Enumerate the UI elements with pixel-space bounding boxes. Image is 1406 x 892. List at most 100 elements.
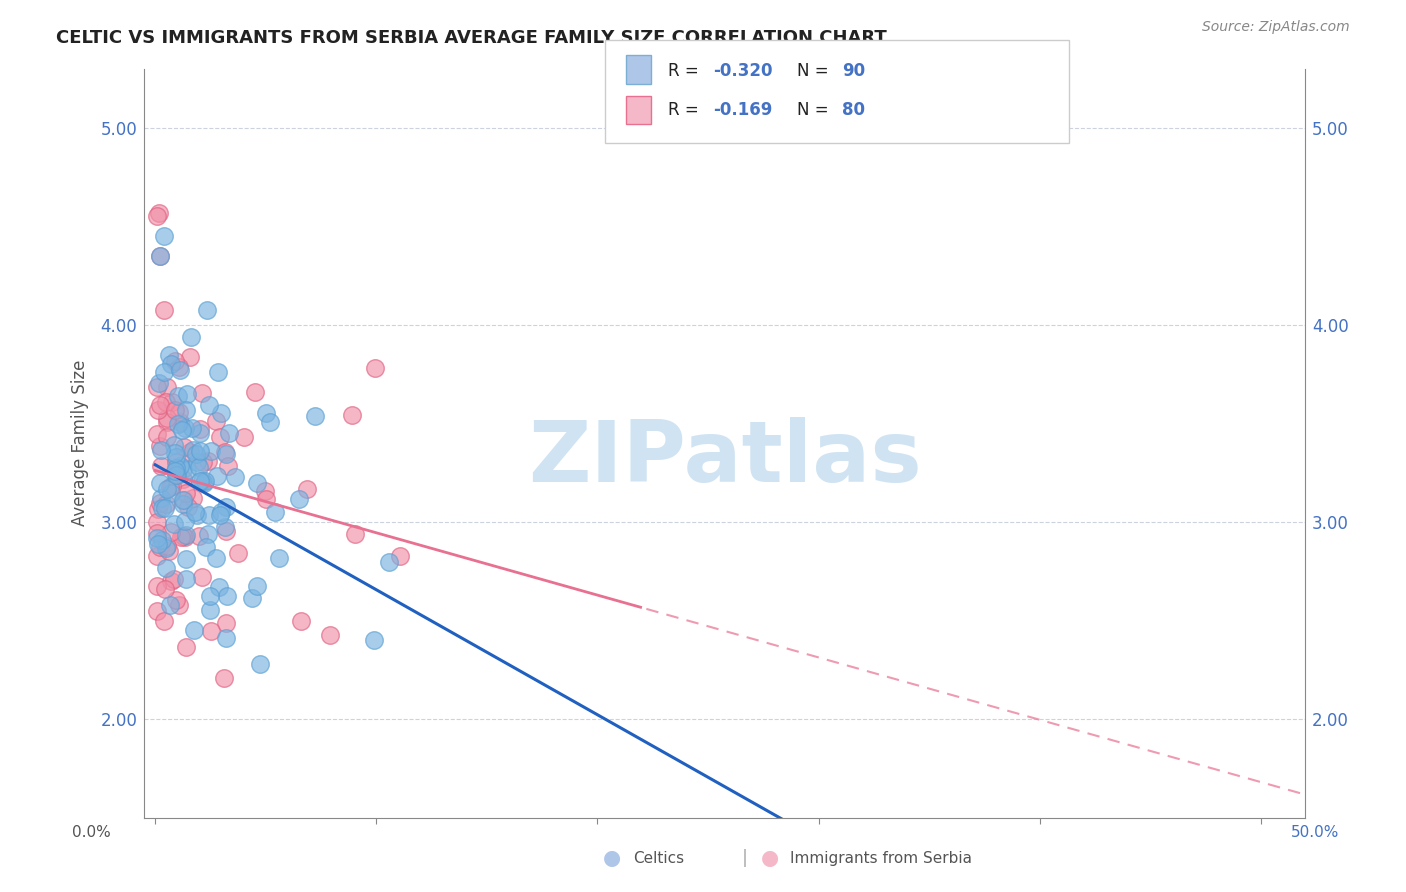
Point	[174, 514, 197, 528]
Point	[169, 363, 191, 377]
Point	[149, 249, 172, 263]
Point	[224, 470, 246, 484]
Point	[155, 497, 177, 511]
Point	[232, 430, 254, 444]
Point	[146, 427, 169, 442]
Point	[149, 541, 172, 555]
Point	[240, 591, 263, 605]
Point	[191, 455, 214, 469]
Point	[176, 527, 198, 541]
Point	[259, 415, 281, 429]
Point	[170, 530, 193, 544]
Point	[215, 500, 238, 514]
Point	[304, 409, 326, 423]
Point	[169, 415, 191, 429]
Point	[148, 502, 170, 516]
Point	[218, 426, 240, 441]
Point	[165, 593, 187, 607]
Point	[246, 475, 269, 490]
Point	[165, 461, 187, 475]
Point	[174, 640, 197, 655]
Point	[163, 572, 186, 586]
Point	[249, 657, 271, 672]
Point	[214, 520, 236, 534]
Point	[172, 529, 194, 543]
Point	[173, 421, 195, 435]
Text: R =: R =	[668, 101, 704, 120]
Point	[205, 550, 228, 565]
Point	[149, 442, 172, 457]
Point	[287, 491, 309, 506]
Text: 0.0%: 0.0%	[72, 825, 111, 839]
Point	[318, 628, 340, 642]
Point	[179, 445, 201, 459]
Point	[246, 579, 269, 593]
Text: Celtics: Celtics	[633, 851, 683, 865]
Point	[159, 348, 181, 362]
Point	[165, 446, 187, 460]
Point	[197, 527, 219, 541]
Point	[148, 403, 170, 417]
Point	[191, 474, 214, 488]
Point	[149, 495, 172, 509]
Text: Source: ZipAtlas.com: Source: ZipAtlas.com	[1202, 20, 1350, 34]
Point	[195, 541, 218, 555]
Point	[153, 614, 176, 628]
Point	[183, 505, 205, 519]
Point	[153, 302, 176, 317]
Point	[243, 384, 266, 399]
Point	[155, 560, 177, 574]
Point	[166, 467, 188, 482]
Point	[167, 598, 190, 612]
Point	[378, 555, 401, 569]
Point	[174, 573, 197, 587]
Point	[187, 459, 209, 474]
Point	[149, 249, 172, 263]
Point	[156, 411, 179, 425]
Point	[146, 380, 169, 394]
Point	[207, 469, 229, 483]
Text: 90: 90	[842, 62, 865, 79]
Point	[186, 454, 208, 468]
Point	[186, 508, 208, 523]
Point	[146, 579, 169, 593]
Point	[159, 598, 181, 612]
Point	[264, 505, 287, 519]
Point	[146, 525, 169, 540]
Point	[167, 389, 190, 403]
Point	[149, 458, 172, 473]
Point	[176, 463, 198, 477]
Point	[146, 515, 169, 529]
Point	[172, 472, 194, 486]
Point	[165, 403, 187, 417]
Point	[290, 614, 312, 628]
Point	[165, 455, 187, 469]
Point	[217, 458, 239, 473]
Point	[176, 500, 198, 515]
Point	[340, 408, 363, 422]
Point	[173, 492, 195, 507]
Point	[217, 589, 239, 603]
Point	[181, 491, 204, 506]
Point	[174, 403, 197, 417]
Point	[149, 475, 172, 490]
Text: N =: N =	[797, 62, 834, 79]
Point	[364, 361, 387, 376]
Point	[149, 491, 172, 505]
Point	[172, 498, 194, 512]
Point	[188, 443, 211, 458]
Point	[256, 406, 278, 420]
Point	[148, 376, 170, 390]
Text: ●: ●	[762, 848, 779, 868]
Point	[188, 422, 211, 436]
Point	[214, 445, 236, 459]
Point	[176, 387, 198, 401]
Text: 80: 80	[842, 101, 865, 120]
Point	[153, 229, 176, 244]
Point	[200, 603, 222, 617]
Point	[181, 443, 204, 458]
Text: N =: N =	[797, 101, 834, 120]
Point	[149, 439, 172, 453]
Point	[207, 365, 229, 379]
Point	[163, 438, 186, 452]
